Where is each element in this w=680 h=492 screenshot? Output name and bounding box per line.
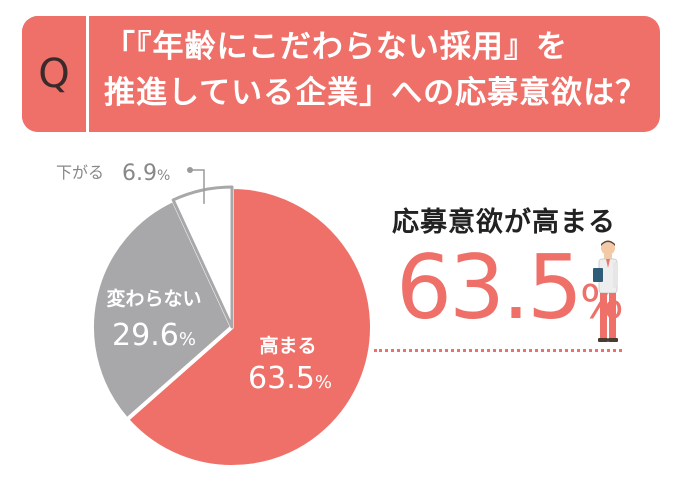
highlight-number: 63.5 <box>396 236 583 339</box>
business-person-icon <box>593 240 618 342</box>
question-label-box <box>22 16 86 132</box>
pie-slice-0 <box>124 185 374 469</box>
question-line-2: 推進している企業」への応募意欲は？ <box>104 75 648 111</box>
pie-label-2: 下がる <box>56 163 104 182</box>
question-label: Q <box>38 51 70 97</box>
pie-value-0: 63.5% <box>248 361 332 396</box>
pie-label-0: 高まる <box>259 334 316 357</box>
pie-value-2: 6.9% <box>122 161 170 186</box>
pie-label-1: 変わらない <box>106 287 201 310</box>
question-banner <box>22 16 660 132</box>
highlight-value: 63.5% <box>396 236 624 339</box>
pie-leader-line <box>190 169 205 204</box>
dotted-leader-line <box>374 349 622 352</box>
pie-value-1: 29.6% <box>112 318 196 353</box>
question-line-1: 「『年齢にこだわらない採用』を <box>104 29 568 65</box>
pie-leader-dot <box>187 167 193 173</box>
highlight-headline: 応募意欲が高まる <box>392 207 616 238</box>
question-divider <box>86 16 89 132</box>
question-text: 「『年齢にこだわらない採用』を 推進している企業」への応募意欲は？ <box>104 24 652 116</box>
pie-slice-2 <box>171 185 234 329</box>
pie-chart: 高まる 63.5% 変わらない 29.6% 下がる 6.9% <box>56 161 374 469</box>
